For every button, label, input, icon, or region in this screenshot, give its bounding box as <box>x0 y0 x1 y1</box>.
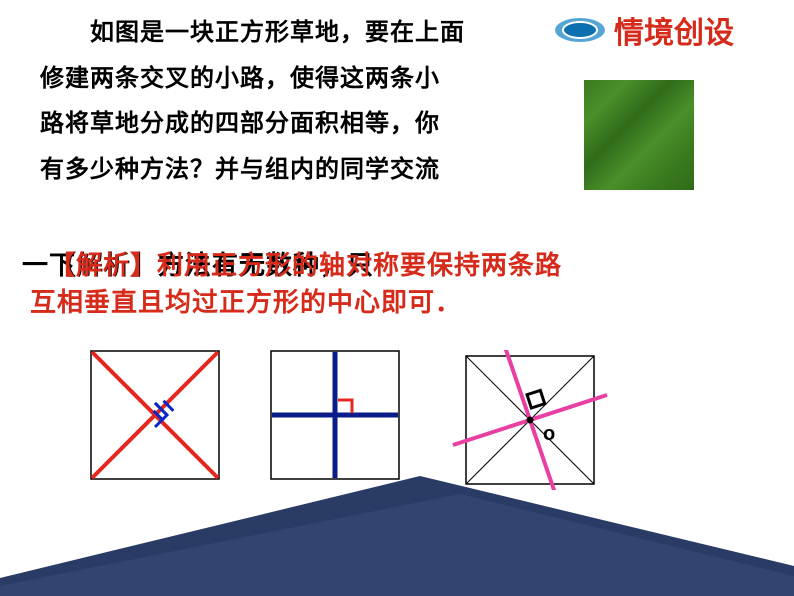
svg-text:o: o <box>543 423 555 445</box>
diagram-3: o <box>450 350 610 495</box>
problem-line: 如图是一块正方形草地，要在上面 <box>40 10 600 56</box>
problem-line: 有多少种方法？并与组内的同学交流 <box>40 147 600 193</box>
red-part: 【解析】利用正方形的轴对称要保持两条路 <box>49 250 562 280</box>
answer-line-2: 互相垂直且均过正方形的中心即可． <box>30 282 462 319</box>
problem-text: 如图是一块正方形草地，要在上面 修建两条交叉的小路，使得这两条小 路将草地分成的… <box>40 10 600 192</box>
diagram-2 <box>270 350 400 495</box>
badge-text: 情境创设 <box>614 8 734 52</box>
corner-wedge <box>0 476 794 596</box>
problem-line: 路将草地分成的四部分面积相等，你 <box>40 101 600 147</box>
diagrams-row: o <box>90 350 610 495</box>
problem-line: 修建两条交叉的小路，使得这两条小 <box>40 56 600 102</box>
grass-square <box>584 80 694 190</box>
overlap-line-red: 一【解析】利用正方形的轴对称要保持两条路 <box>22 245 562 282</box>
diagram-1 <box>90 350 220 495</box>
